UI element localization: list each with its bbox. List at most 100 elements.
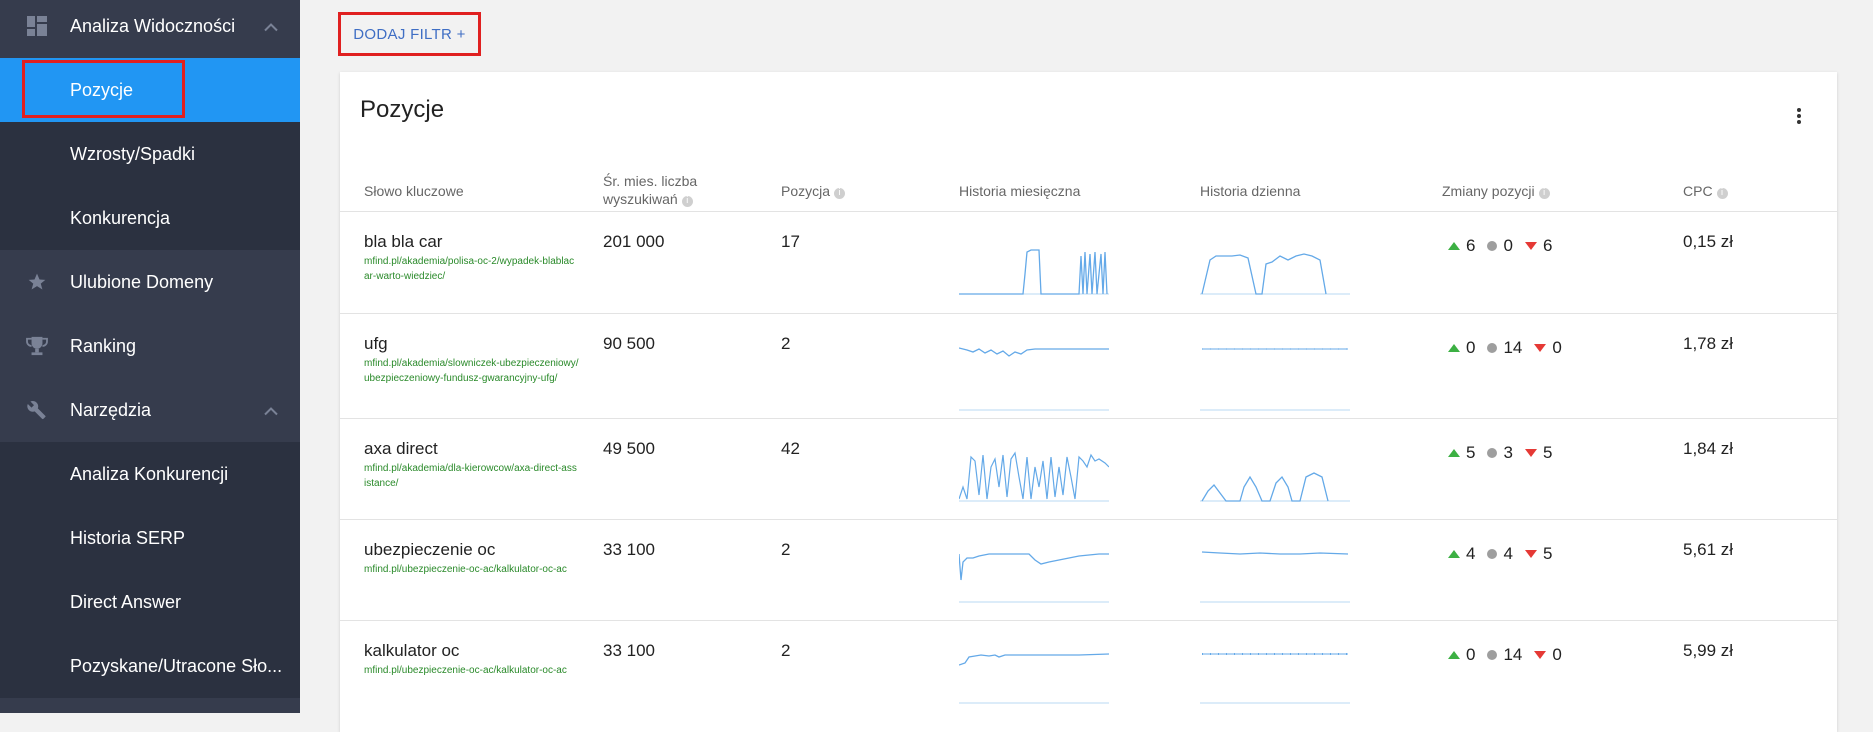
info-icon[interactable]: i [1716, 188, 1728, 199]
sidebar-item-label: Analiza Konkurencji [70, 463, 229, 484]
table-row[interactable]: axa direct mfind.pl/akademia/dla-kierowc… [340, 419, 1837, 520]
monthly-history-sparkline[interactable] [959, 447, 1109, 503]
dot-icon [1487, 448, 1498, 458]
info-icon[interactable]: i [681, 196, 693, 207]
monthly-history-sparkline[interactable] [959, 342, 1109, 412]
divider [340, 418, 1837, 419]
monthly-history-sparkline[interactable] [959, 649, 1109, 705]
keyword[interactable]: ufg [364, 334, 388, 353]
col-header-changes[interactable]: Zmiany pozycji i [1442, 182, 1550, 200]
info-icon[interactable]: i [834, 188, 846, 199]
sidebar-item-pozyskane-utracone[interactable]: Pozyskane/Utracone Sło... [0, 634, 300, 698]
sidebar-item-wzrosty-spadki[interactable]: Wzrosty/Spadki [0, 122, 300, 186]
sidebar-item-narzedzia[interactable]: Narzędzia [0, 378, 300, 442]
divider [340, 519, 1837, 520]
sidebar-item-direct-answer[interactable]: Direct Answer [0, 570, 300, 634]
divider [340, 313, 1837, 314]
sidebar-item-konkurencja[interactable]: Konkurencja [0, 186, 300, 250]
col-header-keyword[interactable]: Słowo kluczowe [364, 183, 464, 199]
card-title: Pozycje [360, 96, 445, 123]
keyword[interactable]: bla bla car [364, 232, 443, 251]
position-changes: 4 4 5 [1448, 544, 1564, 564]
url-link[interactable]: mfind.pl/akademia/dla-kierowcow/axa-dire… [364, 463, 577, 489]
sidebar-item-historia-serp[interactable]: Historia SERP [0, 506, 300, 570]
daily-history-sparkline[interactable] [1200, 240, 1350, 296]
table-row[interactable]: ubezpieczenie oc mfind.pl/ubezpieczenie-… [340, 520, 1837, 621]
sidebar-item-next[interactable] [0, 698, 300, 713]
url-link[interactable]: mfind.pl/akademia/slowniczek-ubezpieczen… [364, 358, 579, 384]
url-link[interactable]: mfind.pl/ubezpieczenie-oc-ac/kalkulator-… [364, 564, 567, 575]
search-volume: 33 100 [603, 540, 655, 559]
daily-history-sparkline[interactable] [1200, 649, 1350, 705]
col-header-monthly: Historia miesięczna [959, 183, 1081, 199]
position: 42 [781, 439, 800, 458]
sidebar-item-ulubione-domeny[interactable]: Ulubione Domeny [0, 250, 300, 314]
dot-icon [1487, 343, 1498, 353]
position-changes: 0 14 0 [1448, 645, 1574, 665]
sidebar-item-ranking[interactable]: Ranking [0, 314, 300, 378]
arrow-up-icon [1448, 651, 1460, 659]
arrow-down-icon [1534, 651, 1547, 659]
search-volume: 201 000 [603, 232, 665, 251]
positions-card: Pozycje Słowo kluczowe Śr. mies. liczba … [340, 72, 1837, 732]
cpc-value: 5,61 zł [1683, 540, 1734, 559]
col-header-volume-line1: Śr. mies. liczba [603, 173, 698, 189]
arrow-up-icon [1448, 344, 1460, 352]
table-row[interactable]: ufg mfind.pl/akademia/slowniczek-ubezpie… [340, 314, 1837, 417]
position: 17 [781, 232, 800, 251]
daily-history-sparkline[interactable] [1200, 342, 1350, 412]
col-header-position[interactable]: Pozycja i [781, 182, 846, 200]
arrow-down-icon [1524, 550, 1537, 558]
url-link[interactable]: mfind.pl/ubezpieczenie-oc-ac/kalkulator-… [364, 665, 567, 676]
cpc-value: 1,78 zł [1683, 334, 1734, 353]
dashboard-icon [26, 15, 48, 37]
search-volume: 90 500 [603, 334, 655, 353]
sidebar-item-label: Direct Answer [70, 591, 182, 612]
keyword[interactable]: ubezpieczenie oc [364, 540, 496, 559]
position-changes: 0 14 0 [1448, 338, 1574, 358]
table-row[interactable]: kalkulator oc mfind.pl/ubezpieczenie-oc-… [340, 621, 1837, 722]
daily-history-sparkline[interactable] [1200, 548, 1350, 604]
position: 2 [781, 641, 791, 660]
add-filter-button[interactable]: DODAJ FILTR + [338, 12, 481, 56]
star-icon [26, 271, 48, 293]
monthly-history-sparkline[interactable] [959, 548, 1109, 604]
url-link[interactable]: mfind.pl/akademia/polisa-oc-2/wypadek-bl… [364, 256, 575, 282]
dot-icon [1487, 241, 1498, 251]
arrow-up-icon [1448, 550, 1460, 558]
chevron-up-icon [264, 400, 278, 421]
more-vert-icon[interactable] [1797, 108, 1801, 126]
sidebar-item-analiza-widocznosci[interactable]: Analiza Widoczności [0, 0, 300, 58]
position: 2 [781, 540, 791, 559]
sidebar: Analiza Widoczności Pozycje Wzrosty/Spad… [0, 0, 300, 713]
wrench-icon [26, 399, 48, 421]
arrow-up-icon [1448, 449, 1460, 457]
sidebar-item-pozycje[interactable]: Pozycje [0, 58, 300, 122]
divider [340, 620, 1837, 621]
cpc-value: 5,99 zł [1683, 641, 1734, 660]
info-icon[interactable]: i [1538, 188, 1550, 199]
divider [340, 211, 1837, 212]
sidebar-item-label: Pozyskane/Utracone Sło... [70, 655, 283, 676]
trophy-icon [26, 335, 48, 357]
sidebar-item-analiza-konkurencji[interactable]: Analiza Konkurencji [0, 442, 300, 506]
position: 2 [781, 334, 791, 353]
sidebar-item-label: Wzrosty/Spadki [70, 143, 196, 164]
arrow-down-icon [1524, 242, 1537, 250]
sidebar-item-label: Historia SERP [70, 527, 186, 548]
keyword[interactable]: axa direct [364, 439, 438, 458]
daily-history-sparkline[interactable] [1200, 447, 1350, 503]
chevron-up-icon [264, 16, 278, 37]
position-changes: 5 3 5 [1448, 443, 1564, 463]
sidebar-item-label: Analiza Widoczności [70, 15, 236, 36]
col-header-cpc[interactable]: CPC i [1683, 182, 1728, 200]
monthly-history-sparkline[interactable] [959, 240, 1109, 296]
sidebar-item-label: Ranking [70, 335, 137, 356]
table-row[interactable]: bla bla car mfind.pl/akademia/polisa-oc-… [340, 212, 1837, 313]
arrow-down-icon [1524, 449, 1537, 457]
position-changes: 6 0 6 [1448, 236, 1564, 256]
col-header-volume[interactable]: Śr. mies. liczba wyszukiwań i [603, 172, 697, 208]
dot-icon [1487, 549, 1498, 559]
sidebar-item-label: Narzędzia [70, 399, 152, 420]
keyword[interactable]: kalkulator oc [364, 641, 460, 660]
